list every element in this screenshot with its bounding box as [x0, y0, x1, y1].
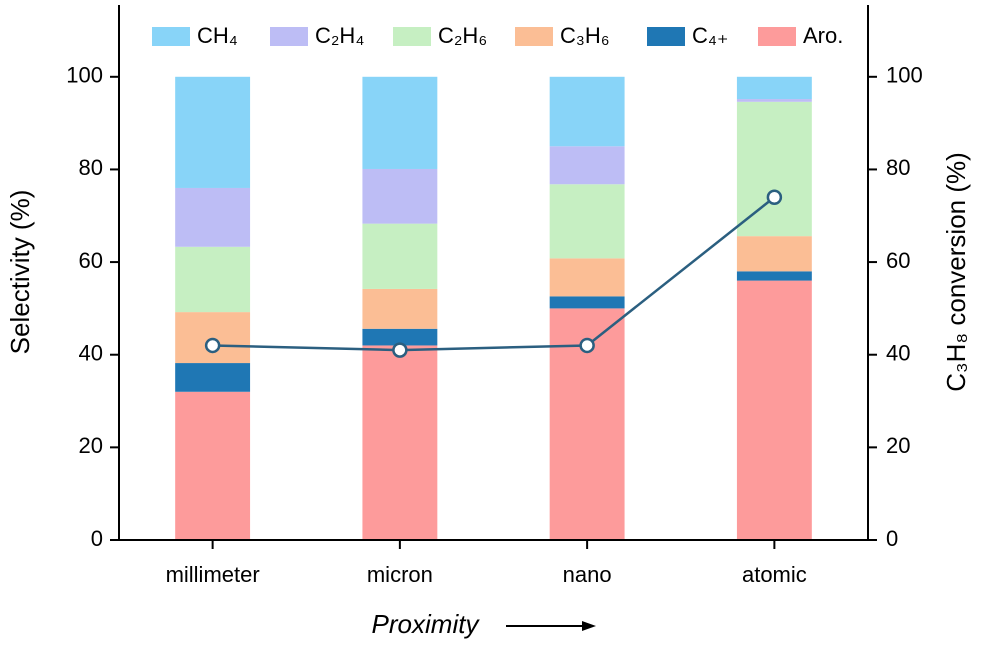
bar-segment: [362, 76, 438, 169]
conversion-point: [392, 342, 408, 358]
bar-segment: [175, 187, 251, 247]
legend-label: CH₄: [197, 23, 238, 48]
y2-axis-label: C₃H₈ conversion (%): [941, 152, 971, 392]
bar-segment: [362, 223, 438, 289]
bar-segment: [549, 146, 625, 185]
x-tick-label: atomic: [742, 562, 807, 587]
legend-swatch: [647, 27, 685, 46]
y2-tick-label: 20: [886, 433, 910, 458]
conversion-point: [766, 189, 783, 205]
legend-swatch: [393, 27, 431, 46]
legend-swatch: [270, 27, 308, 46]
y-tick-label: 20: [79, 433, 103, 458]
x-tick-label: millimeter: [166, 562, 260, 587]
bar-segment: [362, 288, 438, 329]
bars: [175, 76, 812, 540]
y-tick-label: 80: [79, 155, 103, 180]
y-tick-label: 100: [66, 63, 103, 88]
legend-label: C₂H₆: [438, 23, 487, 48]
conversion-point: [204, 337, 221, 354]
legend-swatch: [515, 27, 553, 46]
y2-tick-label: 0: [886, 526, 898, 551]
legend-label: C₂H₄: [315, 23, 364, 48]
legend-label: C₄₊: [692, 23, 728, 48]
x-arrow: [506, 621, 596, 631]
bar-segment: [362, 168, 438, 224]
bar-segment: [549, 76, 625, 147]
bar-segment: [549, 258, 625, 297]
bar-segment: [736, 76, 812, 100]
y-tick-label: 40: [79, 341, 103, 366]
bar-segment: [736, 271, 812, 281]
bar-segment: [175, 363, 251, 392]
bar-segment: [549, 296, 625, 309]
legend-swatch: [152, 27, 190, 46]
bar-segment: [736, 99, 812, 102]
conversion-point: [579, 337, 595, 354]
x-tick-label: micron: [367, 562, 433, 587]
conversion-line: [212, 196, 776, 352]
bar-segment: [362, 328, 438, 346]
y2-tick-label: 40: [886, 341, 910, 366]
bar-segment: [736, 236, 812, 272]
bar-segment: [362, 345, 438, 540]
y2-tick-label: 60: [886, 248, 910, 273]
bar-segment: [736, 280, 812, 540]
y2-tick-label: 80: [886, 155, 910, 180]
x-axis-label: Proximity: [372, 609, 481, 639]
bar-segment: [175, 391, 251, 540]
bar-segment: [736, 101, 812, 237]
legend-label: C₃H₆: [560, 23, 610, 48]
y-tick-label: 0: [91, 526, 103, 551]
bar-segment: [175, 312, 251, 364]
x-tick-label: nano: [563, 562, 612, 587]
y2-tick-label: 100: [886, 63, 923, 88]
bar-segment: [175, 76, 251, 188]
legend-swatch: [758, 27, 796, 46]
y-tick-label: 60: [79, 248, 103, 273]
bar-segment: [549, 184, 625, 259]
legend-label: Aro.: [803, 23, 843, 48]
y-axis-label: Selectivity (%): [5, 190, 35, 355]
bar-segment: [175, 246, 251, 313]
